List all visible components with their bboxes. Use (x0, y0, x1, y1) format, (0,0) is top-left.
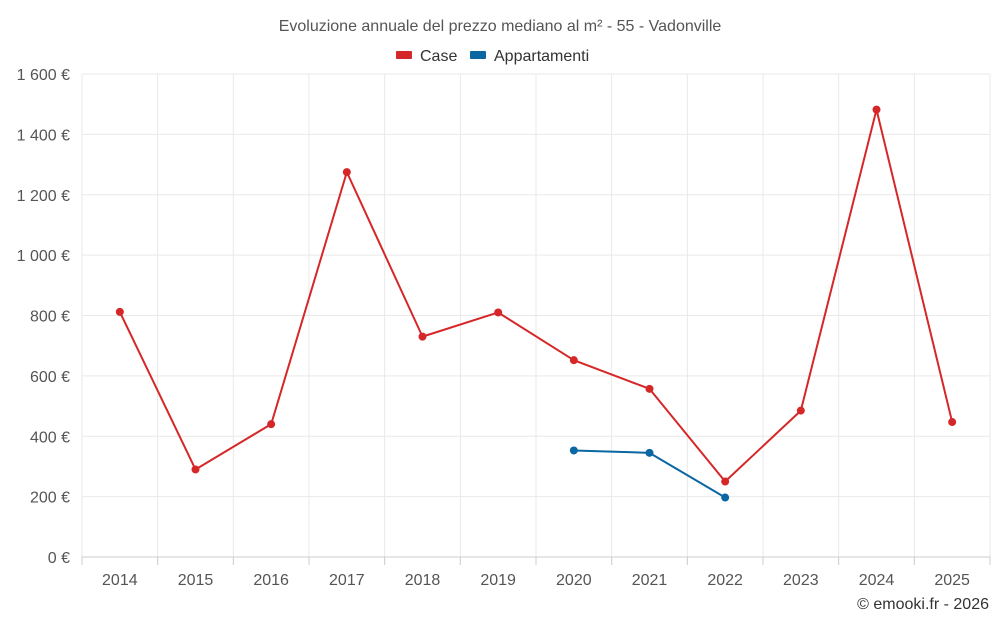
data-point-case[interactable] (645, 384, 654, 393)
data-point-appartamenti[interactable] (645, 448, 654, 457)
data-point-case[interactable] (342, 168, 351, 177)
series-case (115, 105, 957, 486)
series-line-appartamenti (572, 449, 727, 499)
data-point-case[interactable] (267, 420, 276, 429)
series-appartamenti (569, 446, 730, 502)
chart-title: Evoluzione annuale del prezzo mediano al… (279, 18, 722, 35)
y-tick-label: 600 € (30, 369, 70, 386)
x-tick-label: 2025 (934, 572, 970, 589)
y-tick-label: 400 € (30, 429, 70, 446)
data-point-case[interactable] (948, 418, 957, 427)
x-tick-label: 2020 (556, 572, 592, 589)
legend-swatch-appartamenti (470, 51, 486, 59)
legend-label-case: Case (420, 48, 457, 65)
series-layer (115, 105, 957, 502)
data-point-case[interactable] (191, 465, 200, 474)
legend: Case Appartamenti (396, 48, 589, 65)
series-line-case (118, 108, 954, 483)
data-point-case[interactable] (494, 308, 503, 317)
y-tick-label: 1 600 € (17, 67, 70, 84)
x-tick-label: 2022 (707, 572, 743, 589)
grid (81, 73, 991, 557)
data-point-appartamenti[interactable] (569, 446, 578, 455)
data-point-case[interactable] (796, 406, 805, 415)
y-tick-label: 200 € (30, 490, 70, 507)
y-tick-label: 800 € (30, 309, 70, 326)
legend-label-appartamenti: Appartamenti (494, 48, 589, 65)
y-tick-label: 1 400 € (17, 127, 70, 144)
data-point-case[interactable] (115, 307, 124, 316)
x-tick-label: 2015 (178, 572, 214, 589)
x-tick-label: 2019 (480, 572, 516, 589)
data-point-case[interactable] (721, 477, 730, 486)
legend-item-case[interactable]: Case (396, 48, 457, 65)
axes: 0 € 200 € 400 € 600 € 800 € 1 000 € 1 200 € 1 4… (17, 67, 991, 589)
x-tick-label: 2017 (329, 572, 365, 589)
legend-swatch-case (396, 51, 412, 59)
data-point-appartamenti[interactable] (721, 493, 730, 502)
legend-item-appartamenti[interactable]: Appartamenti (470, 48, 589, 65)
x-tick-label: 2024 (859, 572, 895, 589)
y-tick-label: 1 000 € (17, 248, 70, 265)
y-tick-label: 0 € (48, 550, 70, 567)
data-point-case[interactable] (569, 356, 578, 365)
x-tick-label: 2018 (405, 572, 441, 589)
x-tick-label: 2014 (102, 572, 138, 589)
data-point-case[interactable] (418, 332, 427, 341)
credit-text: © emooki.fr - 2026 (857, 596, 989, 613)
x-tick-label: 2016 (253, 572, 289, 589)
data-point-case[interactable] (872, 105, 881, 114)
x-tick-label: 2021 (632, 572, 668, 589)
x-tick-label: 2023 (783, 572, 819, 589)
y-tick-label: 1 200 € (17, 188, 70, 205)
